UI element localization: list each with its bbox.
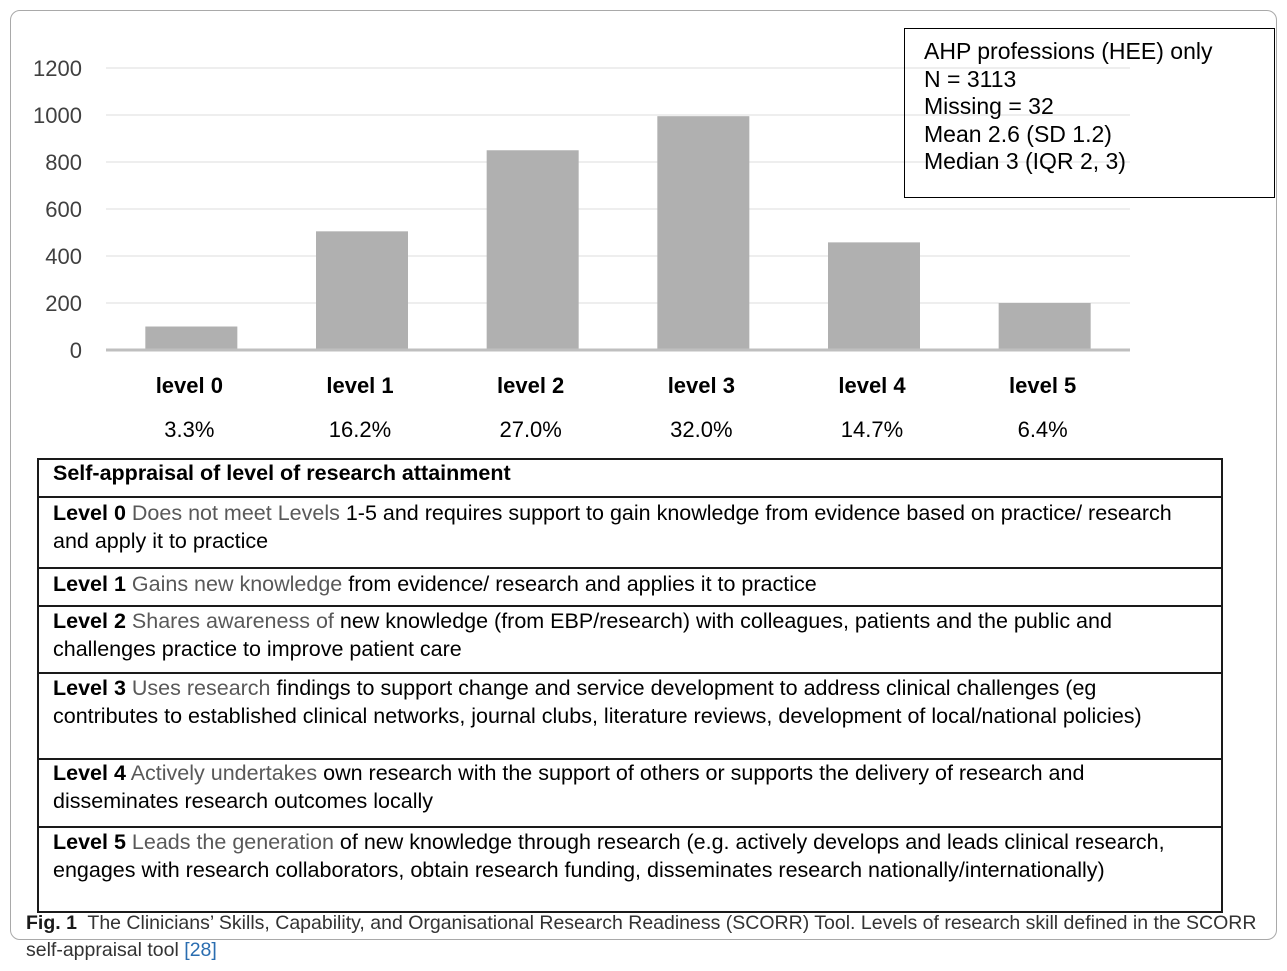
bar-level-2: [486, 150, 579, 350]
table-header: Self-appraisal of level of research atta…: [53, 461, 511, 485]
citation-number: 28: [189, 939, 212, 961]
level-key-phrase: Shares awareness of: [131, 609, 334, 633]
table-cell: Level 3 Uses research findings to suppor…: [37, 672, 1223, 760]
bar-level-1: [316, 231, 408, 350]
levels-table: Self-appraisal of level of research atta…: [37, 458, 1223, 913]
percent-label: 3.3%: [164, 417, 214, 442]
stats-line: Median 3 (IQR 2, 3): [924, 148, 1126, 174]
level-description: of new knowledge through research (e.g. …: [53, 830, 1165, 882]
table-row: Level 1 Gains new knowledge from evidenc…: [37, 567, 1223, 607]
y-tick-label: 400: [45, 244, 82, 269]
bar-level-5: [998, 303, 1091, 350]
percent-label: 27.0%: [499, 417, 561, 442]
percent-labels: 3.3% 16.2% 27.0% 32.0% 14.7% 6.4%: [164, 417, 1067, 442]
table-row: Level 0 Does not meet Levels 1-5 and req…: [37, 496, 1223, 569]
bar-level-0: [145, 326, 238, 350]
stats-line: N = 3113: [924, 65, 1017, 92]
table-cell: Level 5 Leads the generation of new know…: [37, 826, 1223, 913]
y-tick-label: 600: [45, 197, 82, 222]
y-tick-label: 800: [45, 150, 82, 175]
level-key-phrase: Gains new knowledge: [131, 572, 343, 596]
table-header-row: Self-appraisal of level of research atta…: [37, 458, 1223, 498]
figure-label: Fig. 1: [26, 912, 77, 934]
level-key-phrase: Uses research: [131, 676, 271, 700]
level-description: new knowledge (from EBP/research) with c…: [53, 609, 1112, 661]
citation-open: [: [184, 939, 190, 961]
y-axis-tick-labels: 0 200 400 600 800 1000 1200: [33, 56, 82, 363]
bar-level-4: [828, 242, 920, 350]
level-description: 1-5 and requires support to gain knowled…: [53, 501, 1172, 553]
level-key-phrase: Does not meet Levels: [131, 501, 340, 525]
stats-line: Mean 2.6 (SD 1.2): [924, 120, 1112, 147]
x-tick-label: level 0: [156, 373, 223, 398]
chart-bars: [145, 116, 1091, 350]
x-tick-label: level 1: [326, 373, 393, 398]
x-axis-tick-labels: level 0 level 1 level 2 level 3 level 4 level…: [156, 373, 1077, 398]
y-tick-label: 1000: [33, 103, 82, 128]
table-row: Level 2 Shares awareness of new knowledg…: [37, 605, 1223, 674]
percent-label: 6.4%: [1018, 417, 1068, 442]
y-tick-label: 1200: [33, 56, 82, 81]
chart-gridlines: [106, 67, 1130, 304]
y-tick-label: 200: [45, 291, 82, 316]
y-tick-label: 0: [70, 338, 82, 363]
citation-link[interactable]: [28]: [184, 939, 217, 961]
percent-label: 32.0%: [670, 417, 732, 442]
summary-stats-box: AHP professions (HEE) only N = 3113 Miss…: [904, 28, 1275, 198]
table-cell: Level 0 Does not meet Levels 1-5 and req…: [37, 496, 1223, 569]
level-label: Level 2: [53, 609, 126, 633]
citation-close: ]: [211, 939, 217, 961]
x-tick-label: level 4: [838, 373, 906, 398]
level-description: own research with the support of others …: [53, 761, 1085, 813]
percent-label: 16.2%: [329, 417, 391, 442]
level-label: Level 5: [53, 830, 126, 854]
level-label: Level 4: [53, 761, 126, 785]
level-key-phrase: Leads the generation: [131, 830, 334, 854]
x-tick-label: level 2: [497, 373, 564, 398]
percent-label: 14.7%: [841, 417, 903, 442]
table-row: Level 4 Actively undertakes own research…: [37, 758, 1223, 828]
level-label: Level 3: [53, 676, 126, 700]
x-tick-label: level 5: [1009, 373, 1076, 398]
table-cell: Level 2 Shares awareness of new knowledg…: [37, 605, 1223, 674]
stats-line: Missing = 32: [924, 93, 1054, 119]
table-cell: Level 1 Gains new knowledge from evidenc…: [37, 567, 1223, 607]
caption-text: The Clinicians’ Skills, Capability, and …: [26, 912, 1257, 961]
level-description: findings to support change and service d…: [53, 676, 1142, 728]
level-label: Level 0: [53, 501, 126, 525]
figure-caption: Fig. 1 The Clinicians’ Skills, Capabilit…: [26, 910, 1266, 964]
table-header-cell: Self-appraisal of level of research atta…: [37, 458, 1223, 498]
x-tick-label: level 3: [668, 373, 735, 398]
level-key-phrase: Actively undertakes: [130, 761, 318, 785]
table-row: Level 3 Uses research findings to suppor…: [37, 672, 1223, 760]
bar-level-3: [657, 116, 750, 350]
level-description: from evidence/ research and applies it t…: [342, 572, 817, 596]
figure-frame: [10, 10, 1277, 940]
level-label: Level 1: [53, 572, 126, 596]
table-cell: Level 4 Actively undertakes own research…: [37, 758, 1223, 828]
table-row: Level 5 Leads the generation of new know…: [37, 826, 1223, 913]
stats-line: AHP professions (HEE) only: [924, 38, 1213, 64]
